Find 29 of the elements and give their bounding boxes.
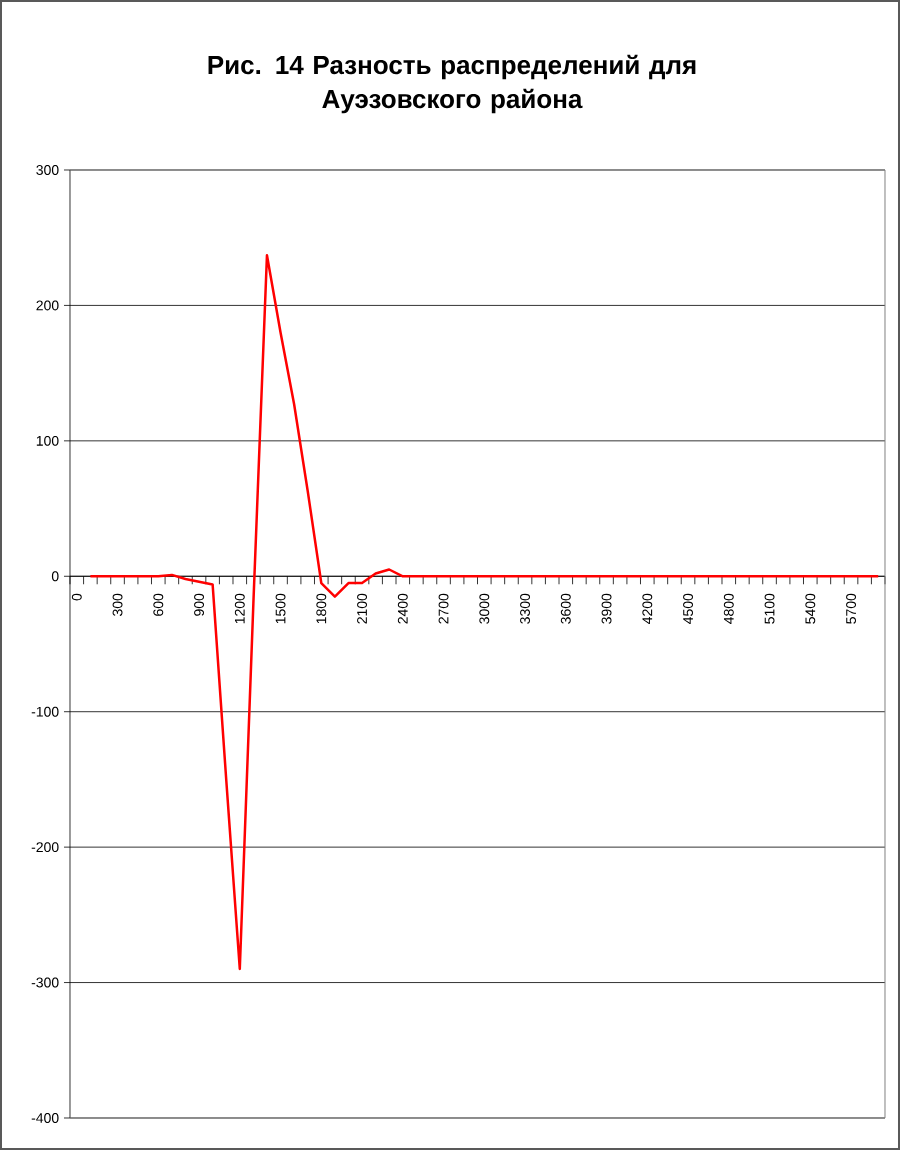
x-tick-label: 4200	[642, 593, 653, 624]
y-tick-label: -100	[31, 706, 59, 717]
y-tick-label: 300	[36, 165, 59, 175]
x-tick-label: 0	[71, 593, 82, 601]
x-tick-label: 3900	[601, 593, 612, 624]
x-tick-label: 1500	[275, 593, 286, 624]
x-tick-label: 5400	[805, 593, 816, 624]
x-tick-label: 3300	[520, 593, 530, 624]
y-tick-label: -300	[31, 977, 59, 988]
x-tick-label: 2400	[397, 593, 408, 624]
x-tick-label: 5100	[764, 593, 775, 624]
x-tick-label: 1800	[316, 593, 327, 624]
x-tick-label: 3600	[560, 593, 571, 624]
y-tick-label: -200	[31, 842, 59, 853]
x-tick-label: 4500	[683, 593, 693, 624]
x-tick-label: 900	[194, 593, 204, 616]
y-tick-label: -400	[31, 1113, 59, 1123]
x-tick-label: 300	[112, 593, 123, 616]
x-tick-label: 2100	[357, 593, 367, 624]
y-tick-label: 100	[36, 435, 59, 446]
x-tick-label: 1200	[234, 593, 245, 624]
x-tick-label: 2700	[438, 593, 449, 624]
y-tick-label: 200	[36, 300, 59, 311]
x-tick-label: 3000	[479, 593, 490, 624]
chart-title: Рис. 14 Разность распределений для Ауэзовского района	[208, 54, 696, 114]
x-tick-label: 600	[153, 593, 164, 616]
y-tick-label: 0	[51, 571, 59, 582]
x-tick-label: 5700	[846, 593, 856, 624]
x-tick-label: 4800	[723, 593, 734, 624]
